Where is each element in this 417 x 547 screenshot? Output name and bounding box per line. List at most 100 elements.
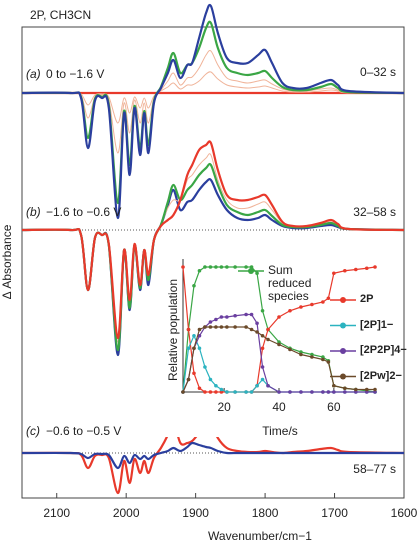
point bbox=[364, 387, 369, 392]
point bbox=[208, 320, 213, 324]
series-line bbox=[21, 20, 405, 205]
point bbox=[208, 390, 213, 394]
point bbox=[219, 315, 224, 319]
point bbox=[244, 265, 248, 269]
point bbox=[277, 340, 281, 344]
point bbox=[214, 325, 218, 329]
point bbox=[288, 308, 292, 313]
point bbox=[192, 333, 196, 338]
point bbox=[197, 386, 202, 391]
point bbox=[233, 390, 237, 394]
point bbox=[310, 302, 314, 307]
point bbox=[255, 271, 259, 276]
point bbox=[186, 377, 191, 382]
point bbox=[181, 265, 185, 269]
point bbox=[343, 386, 347, 391]
point bbox=[260, 333, 265, 338]
point bbox=[219, 265, 224, 269]
legend-marker bbox=[340, 322, 346, 329]
x-tick-label: 40 bbox=[272, 400, 286, 414]
point bbox=[225, 265, 229, 269]
point bbox=[343, 268, 347, 273]
point bbox=[249, 265, 254, 269]
point bbox=[249, 390, 254, 394]
series-line bbox=[21, 3, 405, 220]
legend-label: Sum reduced species bbox=[268, 264, 312, 303]
point bbox=[203, 325, 207, 329]
point bbox=[233, 313, 237, 318]
series-line bbox=[21, 71, 405, 124]
point bbox=[373, 390, 377, 394]
series-line bbox=[21, 140, 405, 340]
point bbox=[249, 312, 254, 317]
point bbox=[299, 305, 303, 309]
point bbox=[197, 333, 202, 338]
point bbox=[244, 312, 248, 317]
point bbox=[299, 350, 303, 354]
legend-box: [2P2P]4− bbox=[360, 344, 407, 356]
x-tick-label: 1700 bbox=[321, 506, 348, 520]
legend-label: [2P]1− bbox=[360, 318, 394, 331]
point bbox=[208, 265, 213, 269]
point bbox=[321, 355, 325, 359]
point bbox=[197, 327, 202, 332]
point bbox=[197, 268, 202, 273]
point bbox=[219, 387, 224, 392]
x-tick-label: 60 bbox=[327, 400, 341, 414]
legend-marker bbox=[248, 268, 254, 274]
point bbox=[326, 390, 331, 394]
panel-label: (b) bbox=[26, 205, 41, 219]
x-tick-label: 2100 bbox=[43, 506, 70, 520]
point bbox=[321, 357, 325, 362]
legend-box: [2P]1− bbox=[360, 318, 394, 331]
point bbox=[260, 365, 265, 369]
point bbox=[244, 325, 248, 329]
point bbox=[203, 265, 207, 269]
point bbox=[260, 308, 265, 313]
point bbox=[192, 283, 196, 288]
point bbox=[214, 265, 218, 269]
point bbox=[255, 330, 259, 334]
chart-title: 2P, CH3CN bbox=[30, 8, 91, 22]
point bbox=[266, 327, 270, 332]
point bbox=[364, 390, 369, 394]
point bbox=[277, 315, 281, 319]
panel-label: (c) bbox=[26, 424, 40, 438]
point bbox=[197, 346, 202, 351]
point bbox=[192, 371, 196, 376]
panel-condition: 0 to −1.6 V bbox=[46, 67, 104, 81]
point bbox=[219, 390, 224, 394]
point bbox=[208, 325, 213, 329]
point bbox=[203, 390, 207, 394]
point bbox=[277, 390, 281, 394]
point bbox=[225, 390, 229, 394]
point bbox=[310, 390, 314, 394]
point bbox=[321, 300, 325, 304]
point bbox=[343, 390, 347, 394]
point bbox=[214, 390, 218, 394]
point bbox=[266, 337, 270, 342]
x-tick-label: 1800 bbox=[252, 506, 279, 520]
point bbox=[225, 315, 229, 319]
legend-marker bbox=[340, 348, 346, 354]
x-tick-label: 1900 bbox=[182, 506, 209, 520]
panel-time: 58–77 s bbox=[353, 462, 396, 476]
point bbox=[277, 342, 281, 347]
inset-background bbox=[160, 255, 380, 437]
point bbox=[364, 266, 369, 271]
point bbox=[288, 390, 292, 394]
point bbox=[203, 365, 207, 369]
legend-marker bbox=[340, 373, 346, 380]
point bbox=[373, 265, 377, 269]
point bbox=[266, 383, 270, 388]
point bbox=[354, 387, 358, 392]
point bbox=[299, 352, 303, 357]
point bbox=[219, 325, 224, 329]
point bbox=[373, 387, 377, 392]
point bbox=[326, 296, 331, 301]
point bbox=[214, 383, 218, 388]
point bbox=[233, 265, 237, 269]
x-axis-label: Wavenumber/cm−1 bbox=[208, 529, 312, 543]
point bbox=[186, 327, 191, 332]
